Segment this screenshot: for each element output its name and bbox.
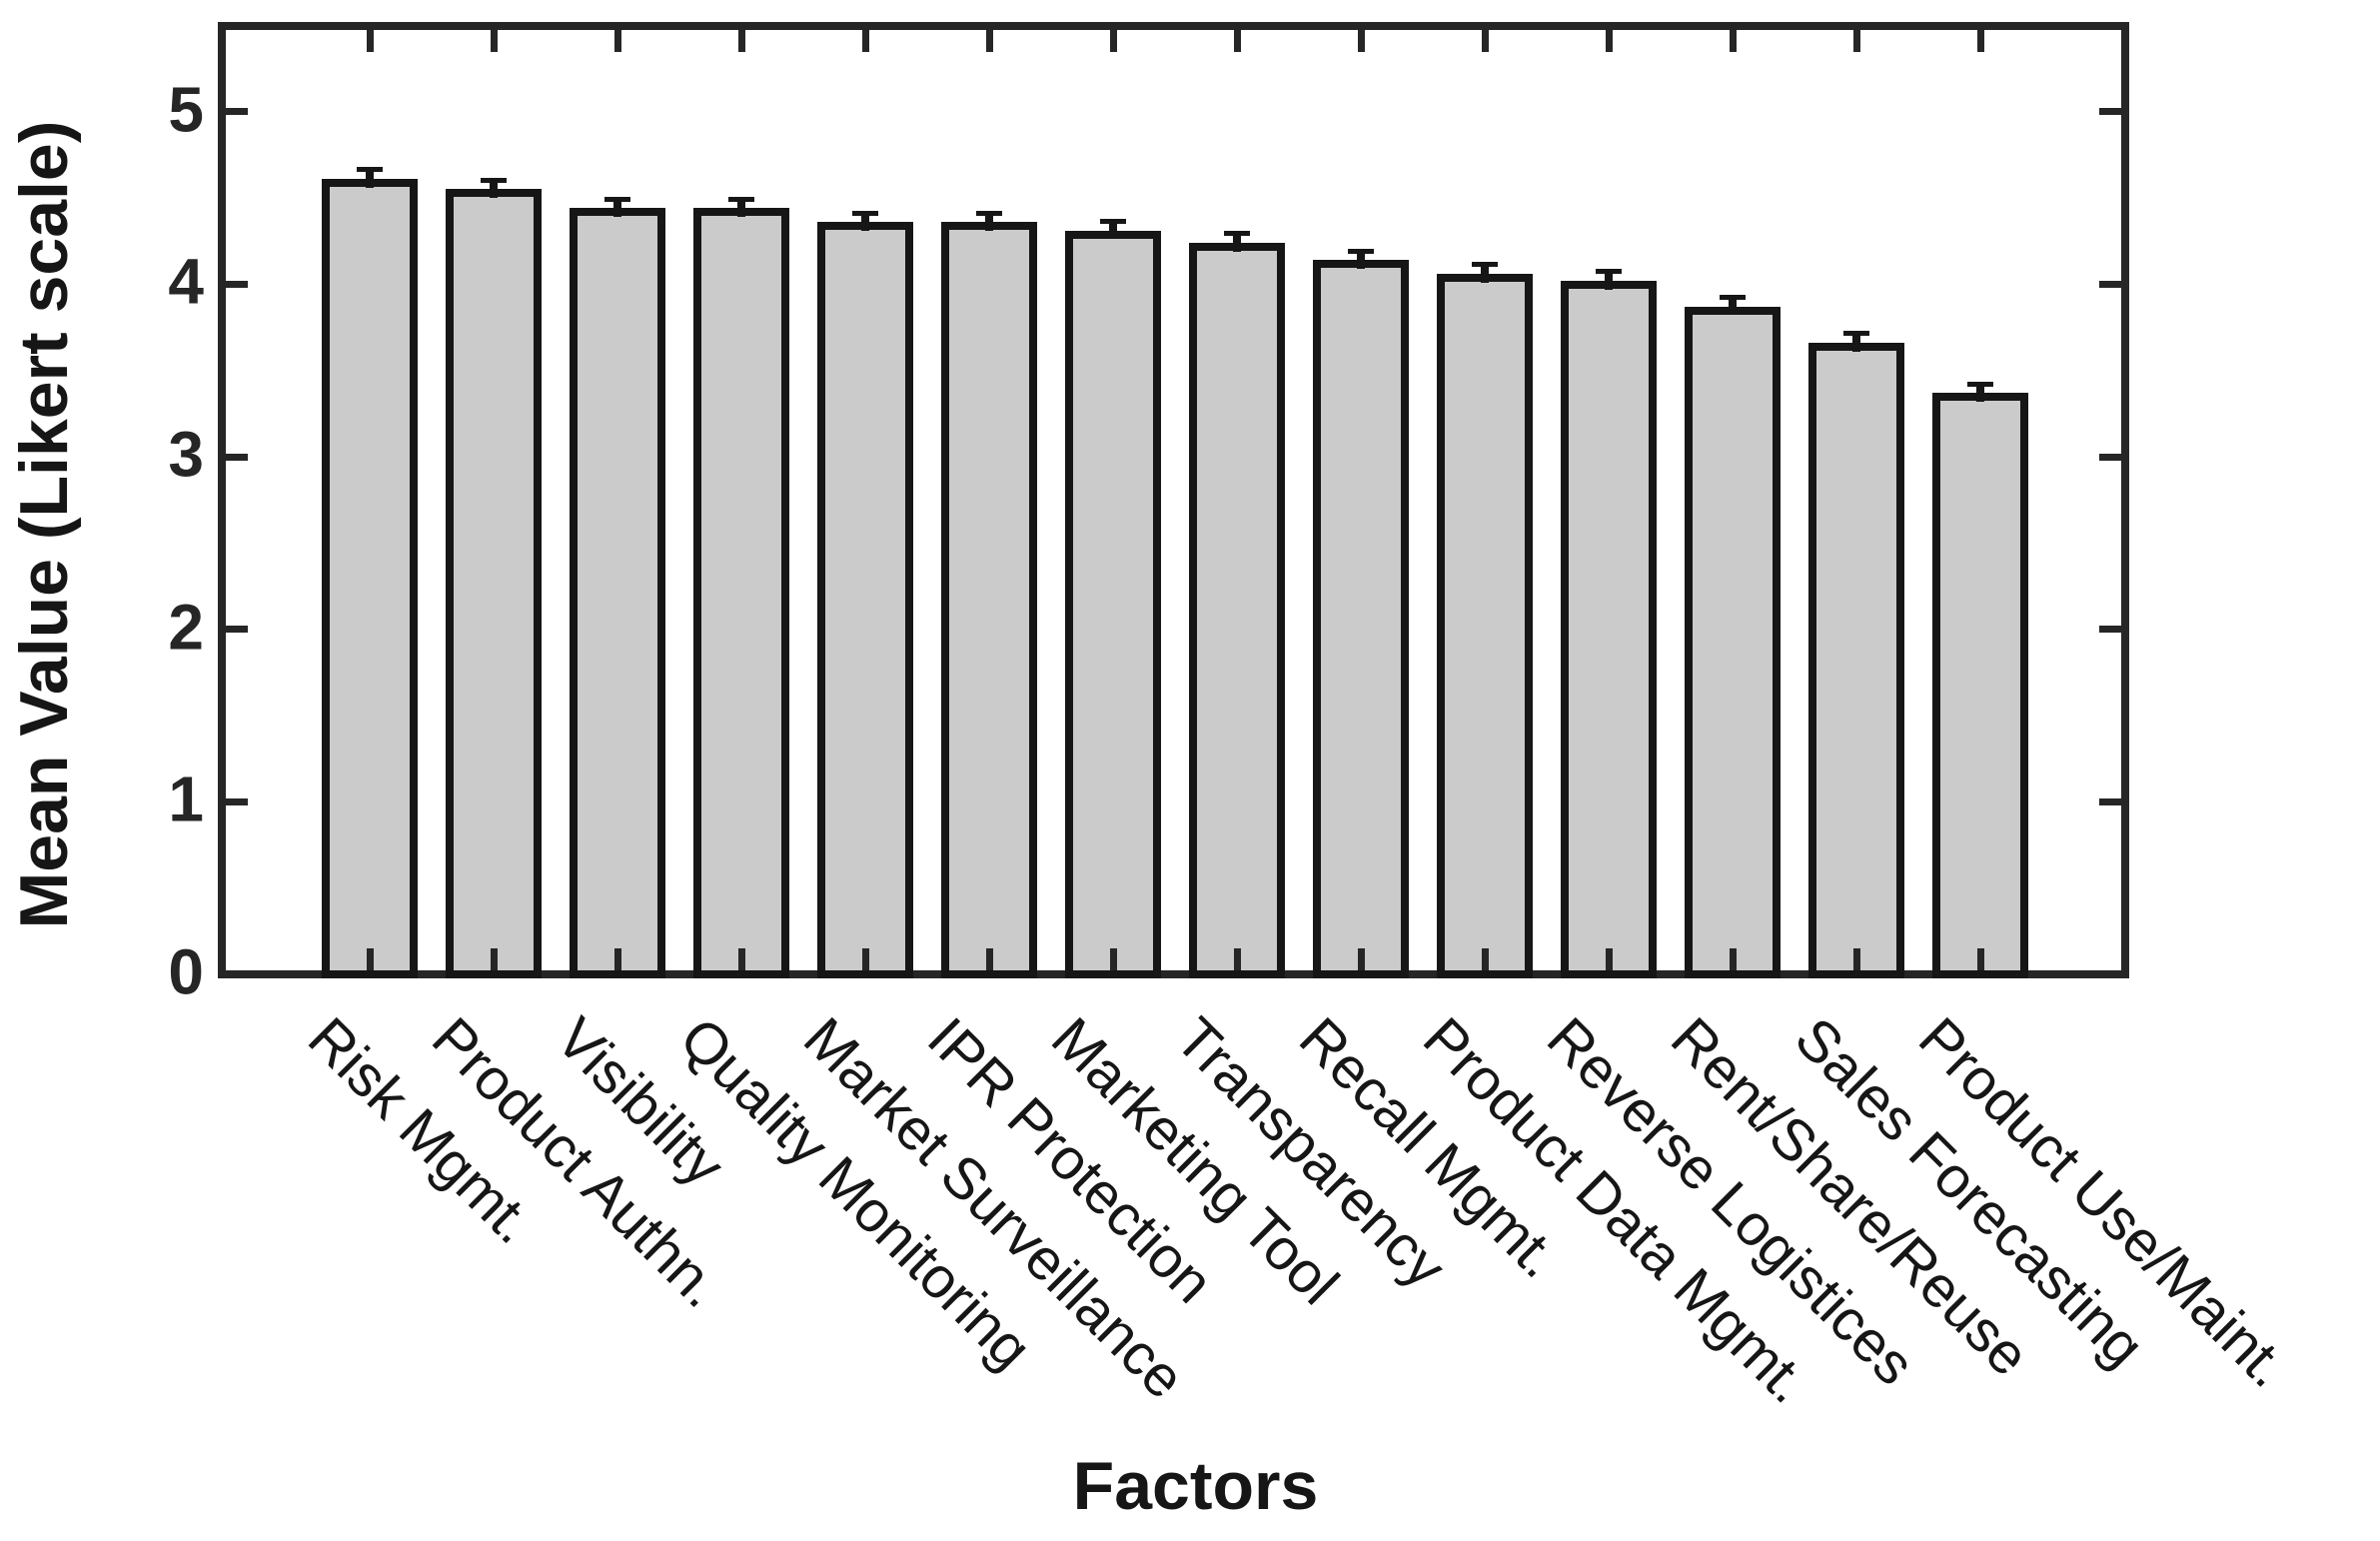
y-tick-mark-right [2099, 797, 2121, 805]
bar [1561, 280, 1657, 978]
x-tick-mark-bottom [1729, 948, 1737, 970]
y-tick-mark-left [226, 108, 248, 116]
x-tick-mark-bottom [1109, 948, 1117, 970]
x-tick-mark-top [1357, 30, 1365, 52]
error-bar [1109, 222, 1117, 240]
error-bar [490, 180, 498, 199]
x-tick-mark-bottom [490, 948, 498, 970]
plot-frame [218, 22, 2129, 978]
bar [1065, 230, 1161, 978]
y-tick-mark-left [226, 280, 248, 288]
bar [446, 189, 542, 978]
error-bar-cap [357, 167, 383, 173]
x-tick-mark-bottom [1481, 948, 1489, 970]
error-bar [1852, 334, 1860, 352]
x-tick-mark-top [366, 30, 374, 52]
y-tick-label: 4 [168, 245, 204, 318]
y-tick-mark-right [2099, 108, 2121, 116]
bar [693, 208, 789, 978]
bar [1189, 242, 1285, 978]
x-tick-mark-top [1729, 30, 1737, 52]
error-bar-cap [852, 210, 878, 216]
x-tick-mark-top [1976, 30, 1984, 52]
y-tick-mark-right [2099, 626, 2121, 634]
y-tick-label: 2 [168, 591, 204, 664]
x-tick-mark-top [1605, 30, 1613, 52]
x-tick-mark-bottom [1605, 948, 1613, 970]
x-tick-mark-bottom [613, 948, 621, 970]
x-tick-mark-top [861, 30, 869, 52]
error-bar [861, 213, 869, 231]
y-tick-label: 5 [168, 73, 204, 146]
x-tick-mark-top [985, 30, 993, 52]
y-tick-label: 1 [168, 763, 204, 835]
error-bar-cap [604, 196, 630, 202]
error-bar-cap [1967, 381, 1993, 387]
error-bar [366, 170, 374, 188]
error-bar [1357, 251, 1365, 269]
error-bar-cap [1596, 269, 1622, 275]
y-tick-mark-right [2099, 453, 2121, 461]
x-tick-mark-bottom [1357, 948, 1365, 970]
x-tick-mark-top [1109, 30, 1117, 52]
bar [941, 222, 1037, 978]
error-bar-cap [728, 196, 754, 202]
error-bar-cap [481, 177, 507, 183]
x-tick-mark-top [613, 30, 621, 52]
error-bar-cap [1843, 331, 1869, 337]
x-tick-mark-top [1481, 30, 1489, 52]
y-tick-mark-left [226, 453, 248, 461]
bar [570, 208, 665, 978]
bar [1808, 343, 1904, 978]
bar [1313, 260, 1409, 978]
x-tick-mark-bottom [1233, 948, 1241, 970]
x-tick-mark-bottom [366, 948, 374, 970]
y-tick-mark-right [2099, 280, 2121, 288]
error-bar [737, 199, 745, 218]
x-axis-title: Factors [1072, 1448, 1319, 1524]
error-bar [613, 199, 621, 218]
error-bar [1976, 384, 1984, 402]
x-tick-mark-top [1233, 30, 1241, 52]
x-tick-mark-bottom [985, 948, 993, 970]
error-bar-cap [1100, 219, 1126, 225]
y-tick-mark-left [226, 797, 248, 805]
x-tick-mark-bottom [737, 948, 745, 970]
error-bar-cap [976, 210, 1002, 216]
bar [322, 179, 418, 978]
bar [817, 222, 913, 978]
error-bar-cap [1348, 248, 1374, 254]
error-bar [1605, 272, 1613, 290]
error-bar-cap [1224, 231, 1250, 237]
error-bar [985, 213, 993, 231]
bar [1685, 306, 1781, 978]
error-bar-cap [1472, 262, 1498, 268]
y-tick-label: 0 [168, 935, 204, 1008]
bar [1437, 274, 1533, 978]
x-tick-mark-top [1852, 30, 1860, 52]
x-tick-mark-top [737, 30, 745, 52]
y-tick-label: 3 [168, 418, 204, 491]
bar [1932, 393, 2028, 978]
x-tick-mark-bottom [861, 948, 869, 970]
error-bar [1481, 265, 1489, 283]
x-tick-mark-top [490, 30, 498, 52]
x-tick-mark-bottom [1852, 948, 1860, 970]
y-tick-mark-left [226, 626, 248, 634]
error-bar [1729, 298, 1737, 316]
x-tick-mark-bottom [1976, 948, 1984, 970]
error-bar-cap [1720, 295, 1746, 301]
error-bar [1233, 234, 1241, 252]
